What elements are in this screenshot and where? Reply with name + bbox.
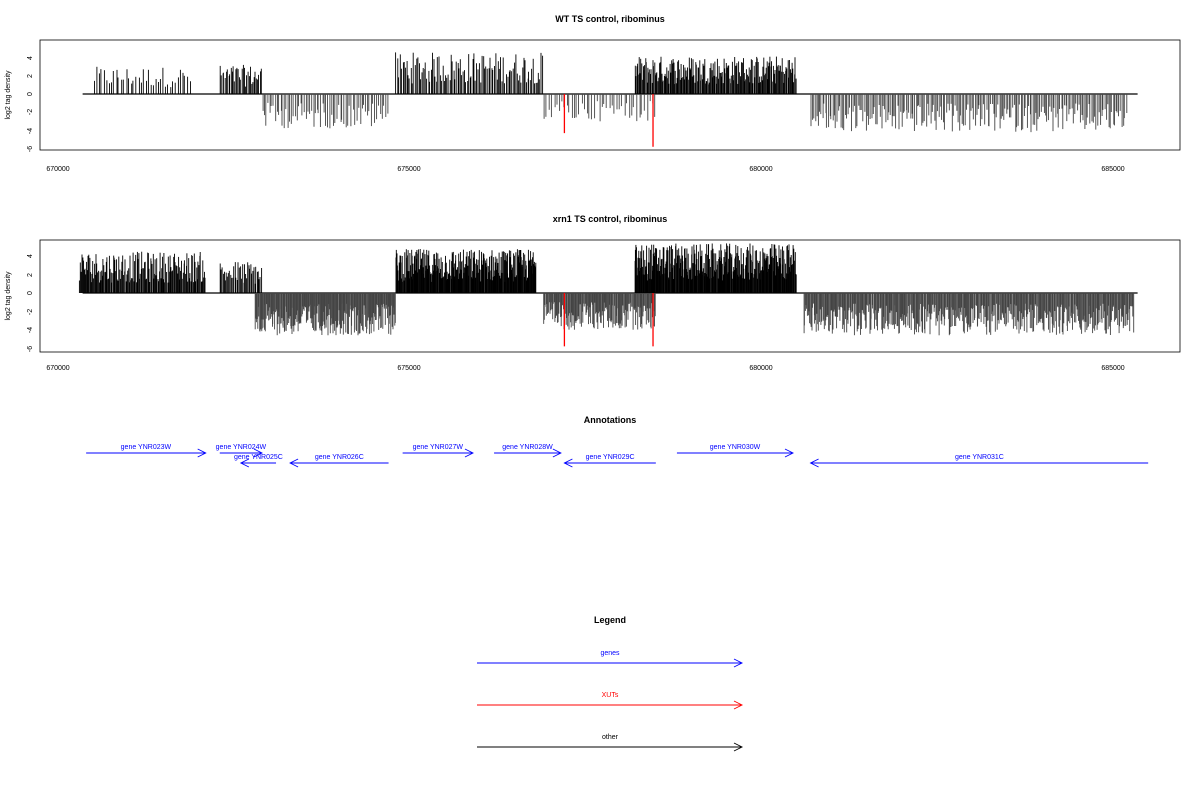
gene-label: gene YNR031C bbox=[955, 454, 1004, 461]
legend-arrow-xuts bbox=[477, 700, 744, 710]
y-tick-label: -6 bbox=[27, 146, 34, 152]
legend-label-genes: genes bbox=[600, 650, 620, 657]
xut-marks bbox=[563, 293, 654, 347]
y-tick-label: 0 bbox=[27, 92, 34, 96]
wt-coverage-panel: WT TS control, ribominus log2 tag densit… bbox=[5, 14, 1181, 173]
plot-frame bbox=[39, 39, 1181, 151]
gene-arrow bbox=[809, 458, 1149, 468]
gene-arrow bbox=[239, 458, 277, 468]
y-axis: -6 -4 -2 0 2 4 bbox=[27, 254, 34, 352]
gene-label: gene YNR026C bbox=[315, 454, 364, 461]
panel-title: WT TS control, ribominus bbox=[555, 14, 665, 24]
y-tick-label: -4 bbox=[27, 128, 34, 134]
y-axis-label: log2 tag density bbox=[5, 70, 12, 120]
x-tick-label: 680000 bbox=[749, 166, 772, 173]
y-tick-label: 4 bbox=[27, 254, 34, 258]
gene-arrow bbox=[402, 448, 474, 458]
annotations-panel: Annotations gene YNR023W gene YNR024Wgene… bbox=[86, 415, 1149, 468]
gene-label: gene YNR028W bbox=[502, 444, 553, 451]
legend-label-xuts: XUTs bbox=[602, 692, 619, 699]
gene-arrow bbox=[494, 448, 562, 458]
x-tick-label: 685000 bbox=[1101, 365, 1124, 372]
y-tick-label: -2 bbox=[27, 309, 34, 315]
gene-arrow bbox=[86, 448, 207, 458]
xrn1-coverage-panel: xrn1 TS control, ribominus log2 tag dens… bbox=[5, 214, 1181, 372]
y-tick-label: -6 bbox=[27, 346, 34, 352]
coverage-bars bbox=[78, 243, 1138, 336]
y-tick-label: 2 bbox=[27, 273, 34, 277]
legend: Legend genes XUTs other bbox=[477, 615, 744, 752]
x-tick-label: 685000 bbox=[1101, 166, 1124, 173]
legend-label-other: other bbox=[602, 734, 619, 741]
gene-arrows: gene YNR023W gene YNR024W gene YNR025C gene… bbox=[86, 444, 1149, 468]
gene-arrow bbox=[219, 448, 263, 458]
gene-arrow bbox=[289, 458, 389, 468]
panel-title: xrn1 TS control, ribominus bbox=[553, 214, 668, 224]
x-axis: 670000 675000 680000 685000 bbox=[46, 166, 1124, 173]
y-tick-label: 2 bbox=[27, 74, 34, 78]
gene-label: gene YNR027W bbox=[413, 444, 464, 451]
y-axis-label: log2 tag density bbox=[5, 271, 12, 321]
xut-marks bbox=[563, 94, 654, 147]
gene-label: gene YNR030W bbox=[710, 444, 761, 451]
annotations-title: Annotations bbox=[584, 415, 637, 425]
gene-label: gene YNR025C bbox=[234, 454, 283, 461]
y-axis: -6 -4 -2 0 2 4 bbox=[27, 56, 34, 152]
x-tick-label: 675000 bbox=[397, 365, 420, 372]
y-tick-label: -4 bbox=[27, 327, 34, 333]
x-axis: 670000 675000 680000 685000 bbox=[46, 365, 1124, 372]
y-tick-label: -2 bbox=[27, 109, 34, 115]
gene-label: gene YNR023W bbox=[121, 444, 172, 451]
x-tick-label: 670000 bbox=[46, 166, 69, 173]
gene-label: gene YNR024W bbox=[216, 444, 267, 451]
x-tick-label: 670000 bbox=[46, 365, 69, 372]
y-tick-label: 0 bbox=[27, 291, 34, 295]
legend-arrow-genes bbox=[477, 658, 744, 668]
x-tick-label: 675000 bbox=[397, 166, 420, 173]
legend-title: Legend bbox=[594, 615, 626, 625]
gene-arrow bbox=[676, 448, 794, 458]
x-tick-label: 680000 bbox=[749, 365, 772, 372]
plot-frame bbox=[39, 239, 1181, 353]
gene-label: gene YNR029C bbox=[586, 454, 635, 461]
coverage-bars bbox=[82, 52, 1138, 133]
y-tick-label: 4 bbox=[27, 56, 34, 60]
legend-arrow-other bbox=[477, 742, 744, 752]
gene-arrow bbox=[563, 458, 656, 468]
